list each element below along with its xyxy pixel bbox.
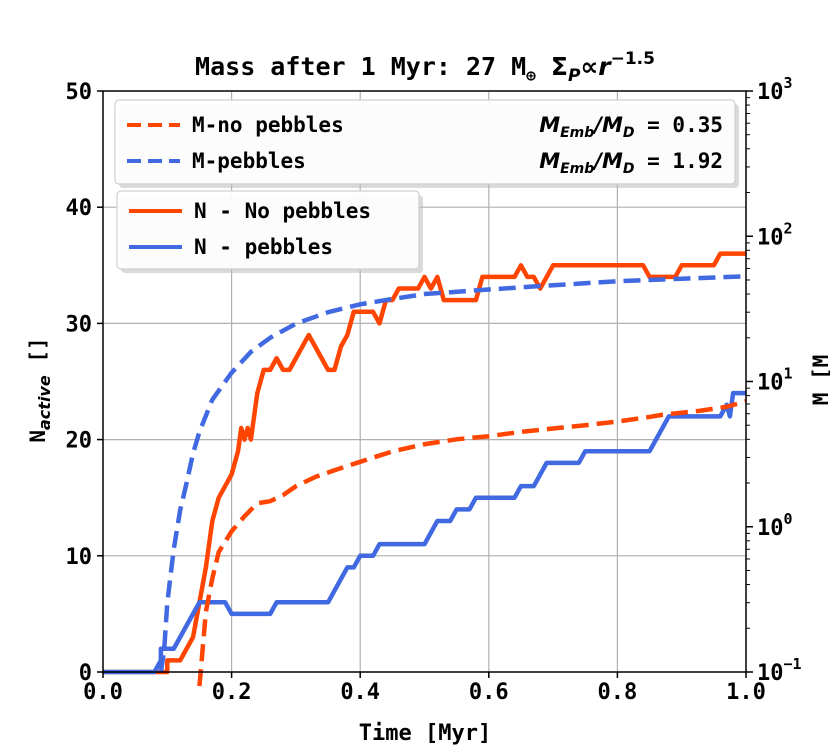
x-tick-label-3: 0.6	[469, 680, 509, 705]
legend-n-label-1: N - No pebbles	[194, 199, 371, 223]
y-right-tick-label-3: 102	[757, 219, 793, 250]
title-proportional: ∝	[580, 52, 598, 81]
y-axis-label-right: M [M	[809, 355, 830, 406]
series-layer	[103, 251, 747, 687]
y-ticks-left: 0 10 20 30 40 50	[66, 80, 103, 686]
x-tick-label-1: 0.2	[212, 680, 252, 705]
legend-n: N - No pebbles N - pebbles	[116, 190, 423, 273]
legend-mass: M-no pebbles MEmb/MD = 0.35 M-pebbles ME…	[114, 99, 739, 188]
y-axis-label-left: Nactive []	[26, 337, 54, 442]
x-tick-label-4: 0.8	[598, 680, 638, 705]
y-left-tick-label-2: 20	[66, 429, 93, 454]
x-axis-label: Time [Myr]	[359, 721, 491, 746]
y-left-tick-label-1: 10	[66, 545, 93, 570]
y-left-tick-label-5: 50	[66, 80, 93, 105]
y-label-sub: active	[35, 375, 54, 430]
legend-mass-ratio-2: MEmb/MD = 1.92	[539, 149, 723, 177]
y-left-tick-label-4: 40	[66, 196, 93, 221]
y-right-tick-label-2: 101	[757, 365, 793, 396]
earth-symbol: ⊕	[526, 66, 536, 85]
legend-mass-value-2: = 1.92	[647, 149, 723, 173]
series-line-n-pebbles	[103, 390, 746, 675]
legend-mass-ratio-1: MEmb/MD = 0.35	[539, 113, 723, 141]
y-right-tick-label-0: 10−1	[757, 655, 802, 686]
y-label-unit: []	[26, 337, 50, 375]
title-sigma: Σ	[551, 52, 568, 81]
y-left-tick-label-0: 0	[79, 661, 92, 686]
y-ticks-right: 10−1 100 101 102 103	[746, 74, 802, 686]
legend-n-label-2: N - pebbles	[194, 235, 333, 259]
y-right-tick-label-4: 103	[757, 74, 793, 105]
x-tick-label-5: 1.0	[726, 680, 766, 705]
series-line-m-no-pebbles	[197, 399, 747, 687]
title-prefix: Mass after 1 Myr: 27 M	[195, 52, 526, 81]
series-line-n-no-pebbles	[103, 251, 746, 675]
y-label-main: N	[26, 430, 50, 443]
title-exponent: −1.5	[611, 49, 655, 69]
legend-mass-label-2: M-pebbles	[192, 149, 306, 173]
series-line-m-pebbles	[158, 274, 747, 673]
x-tick-label-0: 0.0	[83, 680, 123, 705]
title-r: r	[598, 52, 612, 81]
y-left-tick-label-3: 30	[66, 312, 93, 337]
x-tick-label-2: 0.4	[340, 680, 380, 705]
legend-mass-label-1: M-no pebbles	[192, 113, 344, 137]
x-ticks: 0.0 0.2 0.4 0.6 0.8 1.0	[83, 672, 766, 705]
title-sigma-sub: P	[568, 66, 581, 86]
chart-title: Mass after 1 Myr: 27 M⊕ ΣP∝r−1.5	[195, 49, 655, 86]
y-right-tick-label-1: 100	[757, 510, 793, 541]
legend-mass-value-1: = 0.35	[647, 113, 723, 137]
